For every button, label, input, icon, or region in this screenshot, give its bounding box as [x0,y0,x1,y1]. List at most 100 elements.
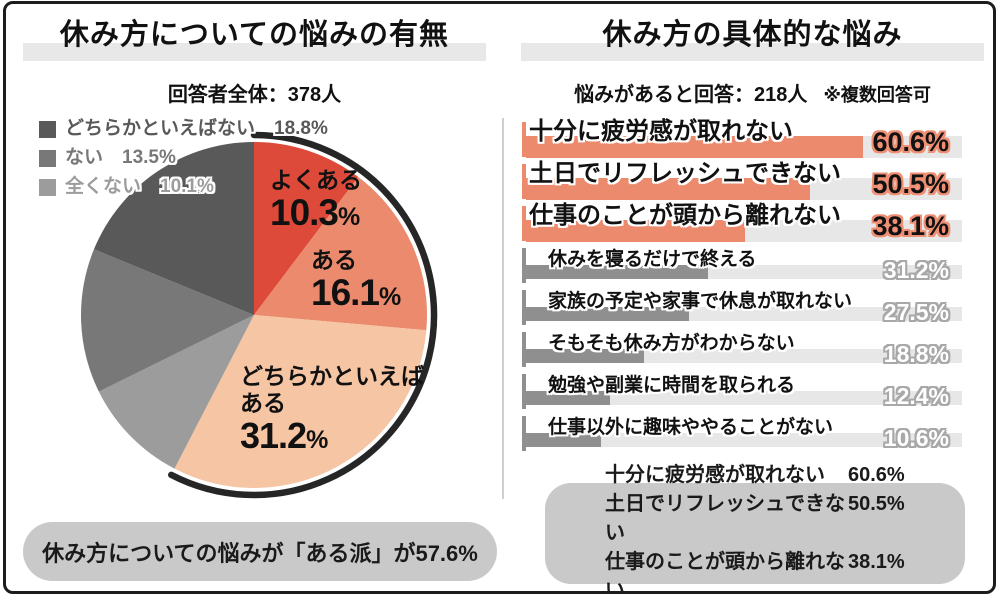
percent-unit: % [379,283,401,311]
pie-label-name: ある [311,247,357,273]
bar-track [526,136,962,158]
pie-label-value: 16.1 [311,272,380,313]
bar-track [526,178,962,200]
multiple-answers-note: ※複数回答可 [823,85,931,105]
left-title-highlight-band [23,43,486,61]
bar-label: 家族の予定や家事で休息が取れない [548,291,853,312]
bar-percent: 12.4% [883,383,949,409]
respondent-count: 悩みがあると回答：218人 [574,84,808,106]
bar-row-4: 家族の予定や家事で休息が取れない 27.5% [522,288,962,330]
bar-chart: 十分に疲労感が取れない 60.6% 土日でリフレッシュできない 50.5% 仕事のことが… [522,118,962,456]
bar-track [526,307,962,321]
legend-item-5: どちらかといえばない 18.8% [39,118,328,140]
legend-swatch [39,178,56,196]
bar-row-5: そもそも休み方がわからない 18.8% [522,330,962,372]
right-title-text: 休み方の具体的な悩み [602,19,903,51]
bar-track [526,433,962,447]
summary-row: 土日でリフレッシュできない 50.5% [605,490,965,548]
bar-tick [522,122,526,157]
bar-percent: 60.6% [872,127,949,157]
bar-row-3: 休みを寝るだけで終える 31.2% [522,246,962,288]
legend-label: ない 13.5% [65,147,176,168]
bar-tick [522,416,526,451]
bar-track [526,220,962,242]
bar-label: 十分に疲労感が取れない [529,118,793,145]
bar-fill [526,136,863,158]
summary-value: 60.6% [848,464,905,486]
bar-fill [526,391,610,405]
infographic-card: 休み方についての悩みの有無 回答者全体：378人 どちらかといえばない 18.8… [3,1,996,594]
bar-fill [526,178,810,200]
bar-tick [522,206,526,241]
pie-slice-0 [254,142,359,315]
left-panel-title: 休み方についての悩みの有無 [23,10,486,62]
percent-unit: % [338,203,360,231]
bar-row-0: 十分に疲労感が取れない 60.6% [522,118,962,162]
pie-slice-2 [174,315,427,489]
bar-percent: 18.8% [883,341,949,367]
bar-label: 休みを寝るだけで終える [548,249,757,270]
right-title-highlight-band [521,43,984,61]
legend-label: 全くない 10.1% [65,176,214,197]
bar-row-6: 勉強や副業に時間を取られる 12.4% [522,372,962,414]
pie-label-name: よくある [270,167,362,193]
bar-percent: 10.6% [883,425,949,451]
bar-label: 勉強や副業に時間を取られる [548,375,796,396]
summary-row: 十分に疲労感が取れない 60.6% [605,461,965,490]
bar-row-1: 土日でリフレッシュできない 50.5% [522,160,962,204]
bar-row-7: 仕事以外に趣味ややることがない 10.6% [522,414,962,456]
summary-value: 50.5% [848,493,905,515]
legend-swatch [39,120,56,138]
bar-tick [522,290,526,325]
bar-percent: 31.2% [883,257,949,283]
legend-label: どちらかといえばない 18.8% [65,118,328,139]
pie-label-yokuaru: よくある 10.3% [270,167,362,236]
bar-tick [522,248,526,283]
bar-fill [526,307,689,321]
pie-slice-3 [98,315,254,469]
bar-tick [522,374,526,409]
percent-unit: % [306,426,328,454]
summary-row: 仕事のことが頭から離れない 38.1% [605,548,965,594]
pie-slice-5 [93,142,255,315]
summary-label: 仕事のことが頭から離れない [605,551,845,594]
right-panel-title: 休み方の具体的な悩み [521,10,984,62]
top3-summary-box: 十分に疲労感が取れない 60.6% 土日でリフレッシュできない 50.5% 仕事… [545,464,965,591]
left-conclusion-pill: 休み方についての悩みが「ある派」が57.6% [23,522,497,581]
bar-fill [526,433,601,447]
bar-fill [526,220,745,242]
pie-label-name: どちらかといえばある [240,363,424,416]
bar-percent: 38.1% [872,211,949,241]
pie-label-aru: ある 16.1% [311,247,401,316]
legend-item-3: 全くない 10.1% [39,176,328,198]
pie-label-value: 10.3 [270,192,339,233]
bar-label: そもそも休み方がわからない [548,333,795,354]
bar-track [526,349,962,363]
summary-value: 38.1% [848,551,905,573]
bar-track [526,265,962,279]
bar-fill [526,349,644,363]
bar-fill [526,265,708,279]
legend-item-4: ない 13.5% [39,147,328,169]
left-panel-subtitle: 回答者全体：378人 [167,84,342,106]
bar-tick [522,164,526,199]
bar-row-2: 仕事のことが頭から離れない 38.1% [522,202,962,246]
bar-label: 仕事以外に趣味ややることがない [548,417,834,438]
bar-label: 土日でリフレッシュできない [529,160,841,187]
pie-slice-4 [80,249,254,392]
bar-percent: 50.5% [872,169,949,199]
right-panel-subtitle: 悩みがあると回答：218人 ※複数回答可 [521,78,984,107]
bar-tick [522,332,526,367]
legend-swatch [39,149,56,167]
bar-track [526,391,962,405]
pie-label-dochiraka-aru: どちらかといえばある 31.2% [240,363,432,459]
pie-legend: どちらかといえばない 18.8% ない 13.5% 全くない 10.1% [39,118,328,205]
summary-label: 土日でリフレッシュできない [605,493,845,544]
bar-percent: 27.5% [883,299,949,325]
left-title-text: 休み方についての悩みの有無 [59,19,450,51]
emphasis-arc [168,131,438,499]
bar-label: 仕事のことが頭から離れない [529,202,841,229]
pie-chart [80,131,438,499]
pie-slice-1 [254,176,427,331]
summary-label: 十分に疲労感が取れない [605,464,825,486]
